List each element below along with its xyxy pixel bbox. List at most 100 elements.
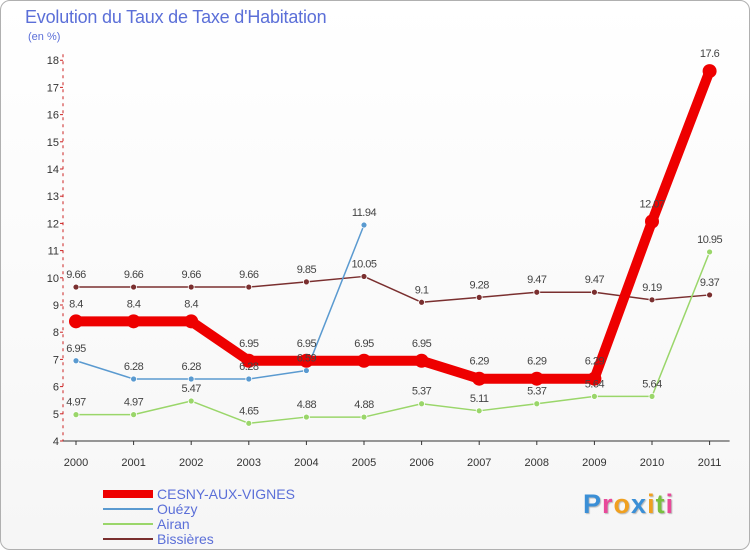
x-tick-label: 2000 [64,457,88,469]
data-point-bissi-res [245,283,253,291]
data-point-cesny-aux-vignes [357,353,371,368]
x-tick-label: 2009 [582,457,606,469]
data-label-airan: 5.37 [412,386,432,398]
series-line-bissi-res [76,275,710,304]
y-tick-label: 14 [47,164,59,176]
y-tick-label: 16 [47,110,59,122]
chart-legend: CESNY-AUX-VIGNES Ouézy Airan Bissières [103,487,295,547]
x-tick-label: 2004 [294,457,318,469]
data-label-cesny-aux-vignes: 17.6 [700,48,720,60]
x-tick-label: 2007 [467,457,491,469]
data-label-cesny-aux-vignes: 6.95 [297,338,317,350]
data-label-cesny-aux-vignes: 8.4 [184,298,198,310]
data-point-airan [245,419,253,427]
data-point-cesny-aux-vignes [472,371,487,386]
data-point-ou-zy [360,221,368,229]
legend-item-airan: Airan [103,517,295,532]
data-label-airan: 4.97 [66,397,86,409]
data-label-airan: 5.64 [585,378,605,390]
legend-swatch-airan [103,523,153,525]
y-tick-label: 8 [53,327,59,339]
data-label-cesny-aux-vignes: 6.29 [585,356,605,368]
x-tick-label: 2001 [121,457,145,469]
legend-swatch-ouezy [103,508,153,510]
data-label-bissi-res: 9.85 [297,264,317,276]
data-label-ou-zy: 6.95 [66,343,86,355]
data-label-cesny-aux-vignes: 6.29 [469,356,489,368]
data-label-airan: 10.95 [697,234,722,246]
data-point-bissi-res [475,293,483,301]
y-tick-label: 9 [53,300,59,312]
data-label-bissi-res: 9.1 [415,284,429,296]
y-tick-label: 13 [47,191,59,203]
y-tick-label: 17 [47,82,59,94]
data-label-ou-zy: 6.28 [124,361,144,373]
data-label-cesny-aux-vignes: 6.29 [527,356,547,368]
data-label-bissi-res: 10.05 [351,258,376,270]
data-point-cesny-aux-vignes [69,314,83,329]
data-label-bissi-res: 9.47 [585,274,605,286]
y-tick-label: 4 [53,436,59,448]
logo-letter: t [655,489,666,519]
data-point-ou-zy [245,375,253,383]
data-point-airan [302,413,310,421]
data-label-cesny-aux-vignes: 8.4 [127,298,141,310]
logo-letter: o [613,489,632,519]
y-tick-label: 6 [53,382,59,394]
data-point-bissi-res [72,283,80,291]
chart-title: Evolution du Taux de Taxe d'Habitation [25,7,327,27]
data-point-cesny-aux-vignes [299,353,314,368]
data-point-bissi-res [706,291,713,299]
legend-swatch-bissieres [103,538,153,540]
data-point-cesny-aux-vignes [414,353,429,368]
data-label-bissi-res: 9.66 [124,269,144,281]
series-line-airan [76,251,711,425]
x-tick-label: 2010 [640,457,664,469]
series-line-ou-zy [75,224,365,380]
data-point-airan [475,407,483,415]
data-point-cesny-aux-vignes [587,371,602,386]
data-label-bissi-res: 9.37 [700,277,720,289]
data-point-bissi-res [360,273,368,280]
data-point-bissi-res [591,288,598,296]
data-point-airan [130,411,138,419]
data-label-bissi-res: 9.47 [527,274,547,286]
data-point-cesny-aux-vignes [702,64,717,79]
data-point-cesny-aux-vignes [529,371,544,386]
logo-letter: x [631,489,648,519]
data-point-airan [418,400,426,408]
data-point-ou-zy [72,357,80,365]
logo-letter: r [602,489,614,519]
logo-letter: i [665,489,675,519]
legend-item-ouezy: Ouézy [103,502,295,517]
y-tick-label: 12 [47,218,59,230]
data-point-bissi-res [533,288,541,296]
data-label-airan: 4.97 [124,397,144,409]
data-label-airan: 5.37 [527,386,547,398]
data-point-cesny-aux-vignes [645,214,659,229]
x-tick-label: 2011 [698,457,722,469]
logo-letter: i [647,489,656,519]
x-tick-label: 2002 [179,457,203,469]
data-label-ou-zy: 6.59 [297,353,317,365]
data-label-ou-zy: 11.94 [352,207,377,219]
data-label-cesny-aux-vignes: 8.4 [69,298,83,310]
logo-letter: P [583,489,603,519]
data-label-airan: 5.47 [181,383,201,395]
data-point-airan [72,411,80,419]
y-tick-label: 11 [48,246,59,258]
data-label-bissi-res: 9.66 [181,269,201,281]
data-point-ou-zy [302,367,310,374]
legend-item-bissieres: Bissières [103,532,295,547]
data-point-airan [648,392,656,400]
legend-label-bissieres: Bissières [157,531,214,547]
legend-label-ouezy: Ouézy [157,501,198,517]
data-label-ou-zy: 6.28 [239,361,259,373]
x-tick-label: 2006 [409,457,433,469]
data-label-ou-zy: 6.28 [181,361,201,373]
data-point-ou-zy [187,375,195,383]
legend-swatch-cesny [103,490,153,498]
data-label-cesny-aux-vignes: 6.95 [354,338,374,350]
data-point-bissi-res [418,298,426,306]
